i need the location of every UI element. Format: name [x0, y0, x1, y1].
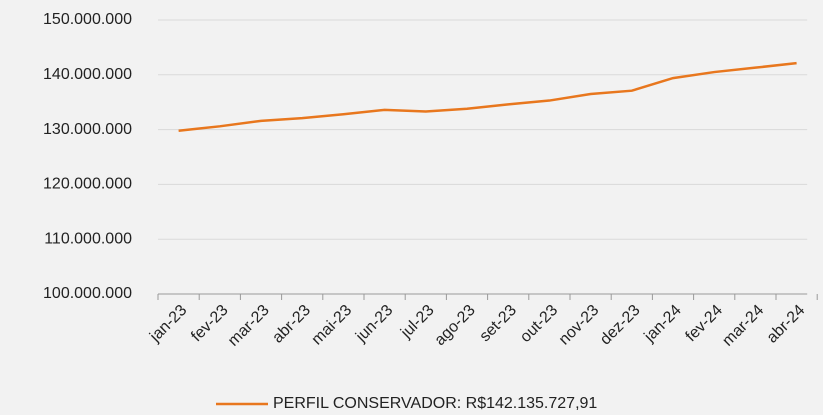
- x-tick-label: mar-23: [225, 302, 273, 350]
- x-tick-label: ago-23: [432, 302, 479, 349]
- y-tick-label: 100.000.000: [43, 285, 132, 302]
- y-tick-label: 110.000.000: [44, 230, 132, 247]
- x-tick-label: jan-24: [641, 302, 685, 346]
- y-tick-label: 130.000.000: [43, 121, 132, 138]
- x-tick-label: abr-23: [269, 302, 314, 347]
- x-tick-label: out-23: [517, 302, 561, 346]
- x-tick-label: jan-23: [146, 302, 190, 346]
- y-tick-label: 150.000.000: [43, 11, 132, 28]
- x-tick-label: mar-24: [719, 302, 767, 350]
- x-tick-label: abr-24: [764, 302, 809, 347]
- y-tick-label: 140.000.000: [43, 66, 132, 83]
- x-tick-label: mai-23: [309, 302, 356, 349]
- x-tick-label: dez-23: [597, 302, 644, 349]
- line-series: [178, 61, 797, 132]
- x-tick-label: set-23: [477, 302, 521, 346]
- legend-label: PERFIL CONSERVADOR: R$142.135.727,91: [273, 395, 597, 412]
- x-tick-label: nov-23: [556, 302, 603, 349]
- x-tick-label: jun-23: [352, 302, 396, 346]
- y-tick-label: 120.000.000: [43, 176, 132, 193]
